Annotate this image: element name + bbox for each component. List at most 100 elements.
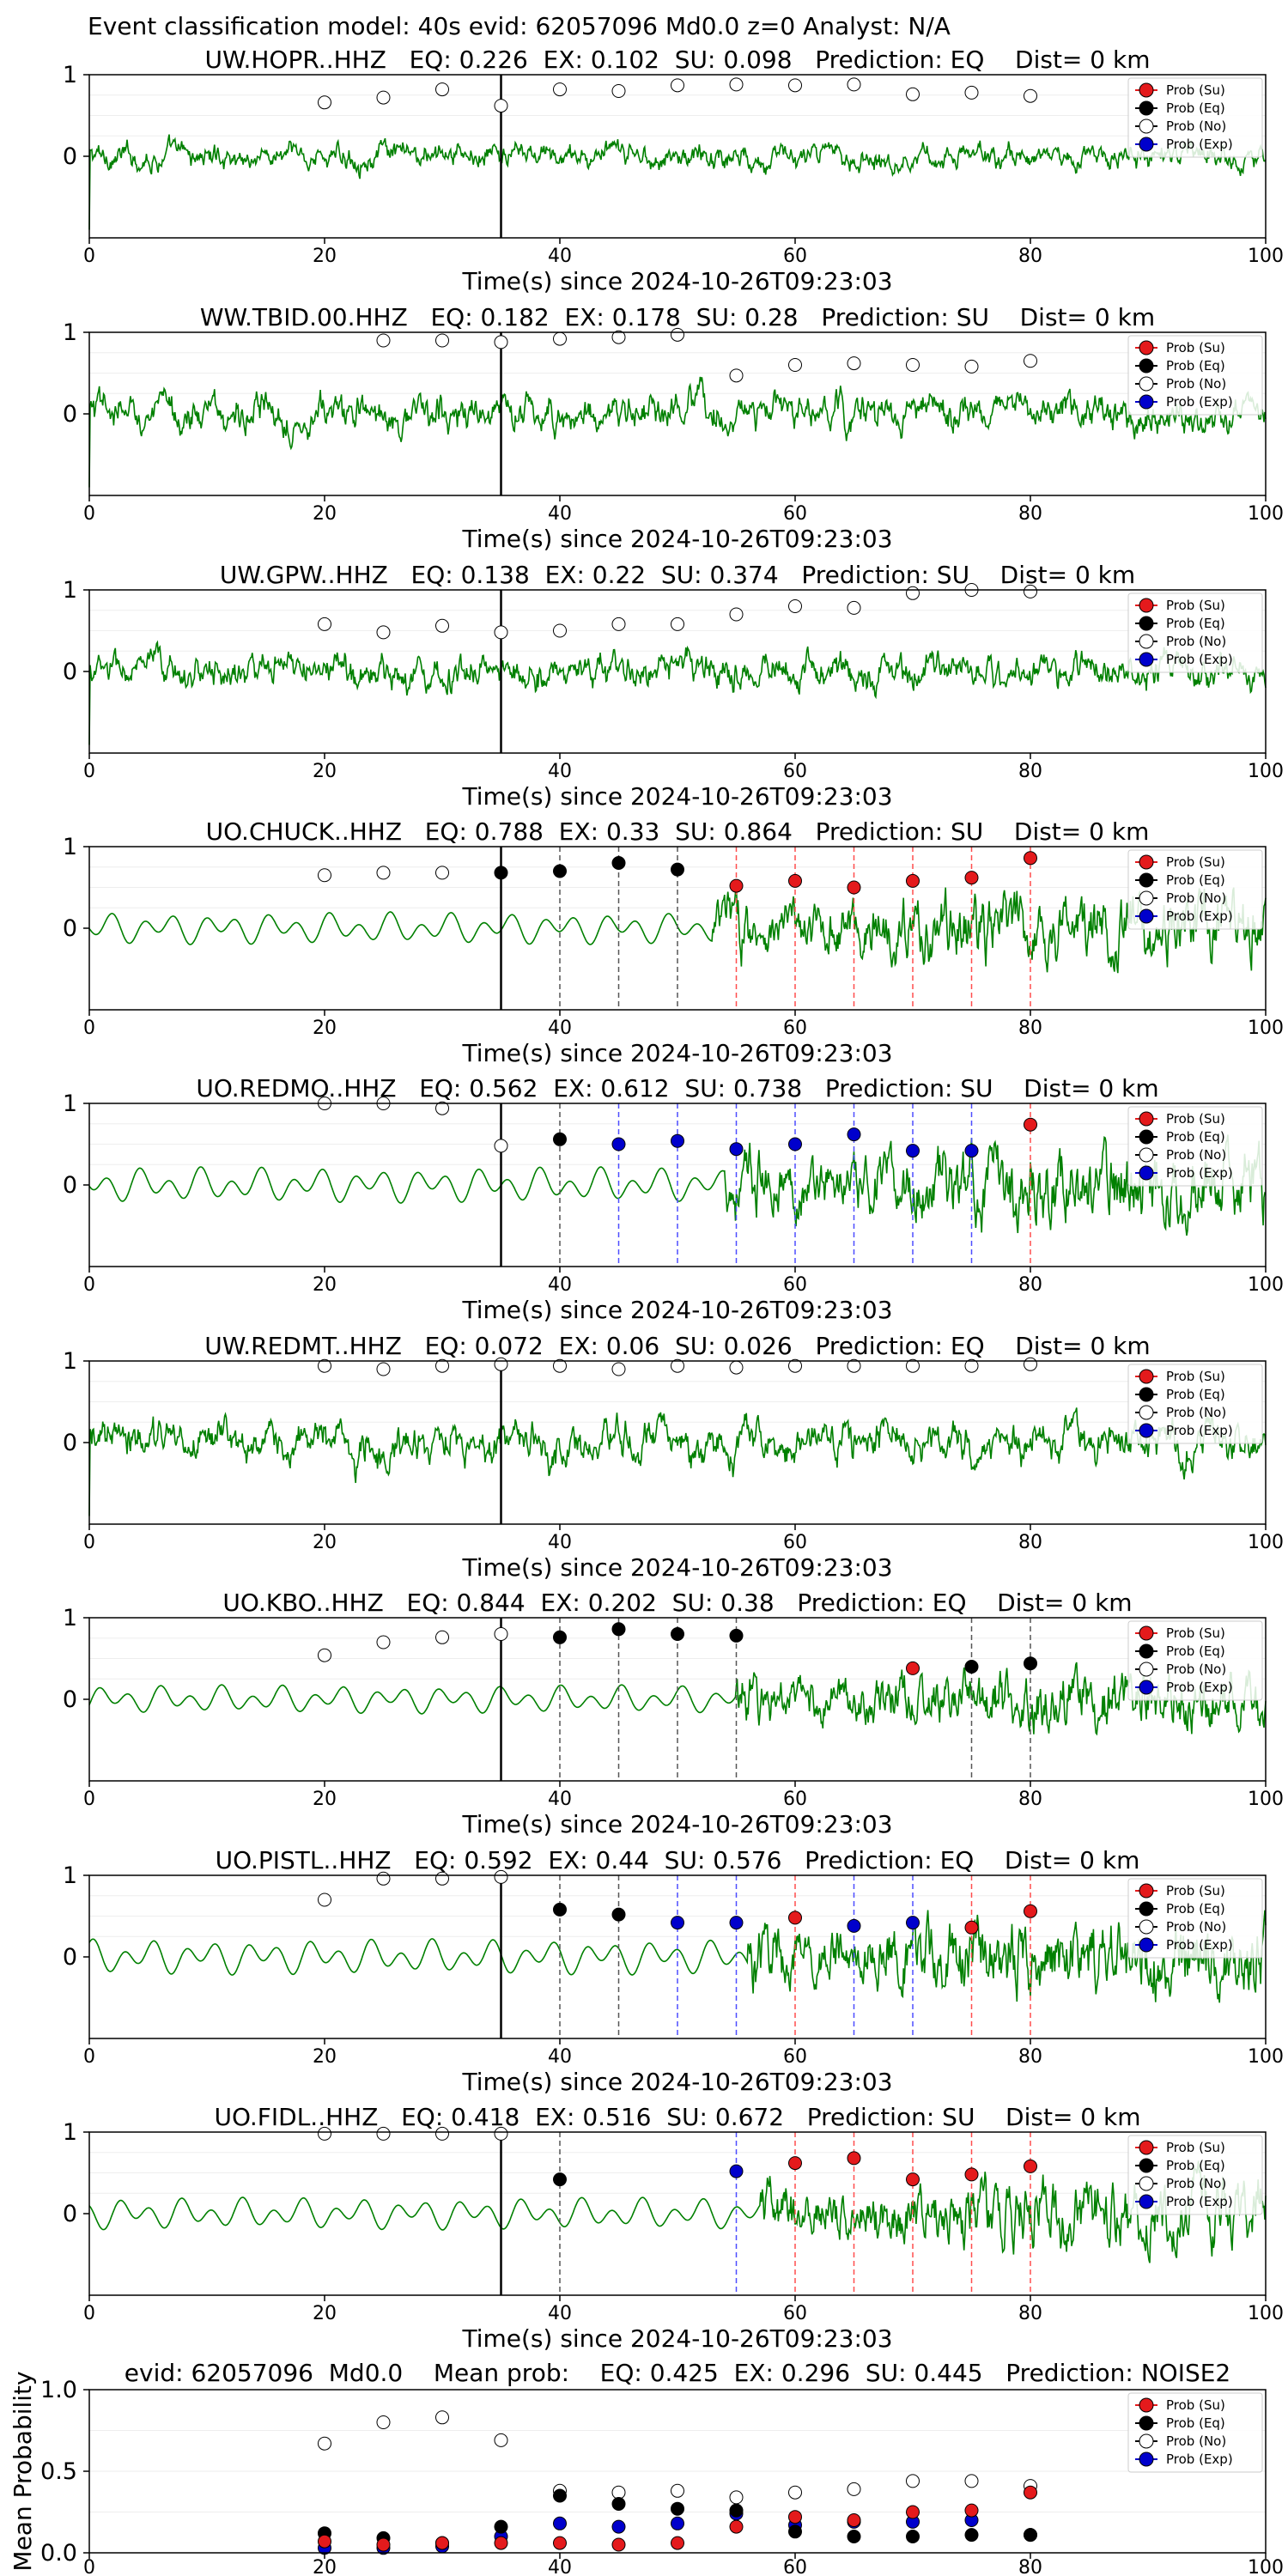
prob-point-no <box>376 1635 391 1649</box>
mean-prob-point-su <box>553 2536 567 2550</box>
prob-point-no <box>1024 88 1037 103</box>
panel-1-legend: Prob (Su) Prob (Eq) Prob (No) Prob (Exp) <box>1127 335 1263 416</box>
legend-marker-su <box>1139 598 1154 613</box>
prob-point-no <box>376 2126 391 2141</box>
prob-point-eq <box>553 2172 567 2187</box>
xtick-label: 60 <box>783 1789 807 1810</box>
ytick-label: 0 <box>63 1430 77 1456</box>
ytick-label: 1 <box>63 834 77 860</box>
ytick-label: 0 <box>63 143 77 170</box>
prob-point-su <box>906 873 920 888</box>
ytick-label: 0 <box>63 1172 77 1199</box>
xtick-label: 0 <box>83 2303 95 2324</box>
legend-marker-no <box>1139 2176 1154 2191</box>
mean-prob-point-no <box>435 2410 449 2425</box>
ytick-label: 0 <box>63 915 77 942</box>
xtick-label: 100 <box>1248 2303 1284 2324</box>
xtick-label: 100 <box>1248 503 1284 525</box>
prob-point-no <box>1024 354 1037 368</box>
xtick-label: 100 <box>1248 2557 1284 2576</box>
mean-prob-point-no <box>611 2485 626 2500</box>
legend-label-eq: Prob (Eq) <box>1166 100 1225 116</box>
prob-point-eq <box>494 866 508 880</box>
mean-prob-point-no <box>964 2474 979 2488</box>
legend-marker-no <box>1139 634 1154 649</box>
prob-point-exp <box>906 1916 920 1930</box>
panel-xlabel: Time(s) since 2024-10-26T09:23:03 <box>461 2068 892 2096</box>
mean-prob-point-eq <box>964 2528 979 2543</box>
summary-legend: Prob (Su) Prob (Eq) Prob (No) Prob (Exp) <box>1127 2392 1263 2473</box>
prob-point-no <box>964 1358 979 1373</box>
prob-point-no <box>435 82 449 97</box>
legend-marker-exp <box>1139 908 1154 924</box>
prob-point-no <box>318 1648 331 1662</box>
figure-suptitle: Event classification model: 40s evid: 62… <box>88 12 951 40</box>
prob-point-su <box>788 873 802 888</box>
ytick-label: 0.0 <box>40 2540 77 2567</box>
prob-point-no <box>611 330 626 344</box>
prob-point-no <box>906 358 920 372</box>
xtick-label: 60 <box>783 1018 807 1039</box>
prob-point-no <box>671 327 684 342</box>
prob-point-exp <box>964 1144 979 1158</box>
xtick-label: 60 <box>783 1532 807 1553</box>
ytick-label: 0 <box>63 1686 77 1713</box>
legend-marker-no <box>1139 1662 1154 1677</box>
legend-marker-su <box>1139 854 1154 870</box>
prob-point-no <box>318 1358 331 1373</box>
legend-marker-exp <box>1139 1165 1154 1181</box>
prob-point-no <box>376 625 391 640</box>
xtick-label: 40 <box>548 2303 572 2324</box>
prob-point-no <box>318 95 331 110</box>
prob-point-su <box>847 2151 861 2166</box>
mean-prob-point-su <box>788 2510 802 2524</box>
prob-point-no <box>847 1358 861 1373</box>
prob-point-su <box>964 2167 979 2182</box>
xtick-label: 60 <box>783 1274 807 1296</box>
prob-point-exp <box>729 2164 744 2178</box>
ytick-label: 0.5 <box>40 2458 77 2485</box>
legend-marker-exp <box>1139 2194 1154 2209</box>
mean-prob-point-eq <box>1024 2528 1037 2543</box>
ytick-label: 0 <box>63 659 77 685</box>
legend-label-eq: Prob (Eq) <box>1166 1901 1225 1917</box>
xtick-label: 80 <box>1018 1789 1042 1810</box>
mean-prob-point-eq <box>611 2497 626 2511</box>
xtick-label: 0 <box>83 761 95 782</box>
prob-point-eq <box>553 864 567 878</box>
mean-prob-point-eq <box>729 2503 744 2518</box>
ytick-label: 1.0 <box>40 2377 77 2403</box>
prob-point-su <box>964 1920 979 1935</box>
xtick-label: 80 <box>1018 1274 1042 1296</box>
prob-point-no <box>553 82 567 97</box>
mean-prob-point-no <box>906 2474 920 2488</box>
legend-frame <box>1127 335 1263 416</box>
legend-marker-eq <box>1139 1129 1154 1145</box>
panel-title: UO.KBO..HHZ EQ: 0.844 EX: 0.202 SU: 0.38… <box>222 1589 1132 1617</box>
prob-point-eq <box>553 1630 567 1644</box>
legend-marker-no <box>1139 2433 1154 2449</box>
xtick-label: 60 <box>783 503 807 525</box>
prob-point-no <box>376 90 391 105</box>
ytick-label: 1 <box>63 1862 77 1889</box>
mean-prob-point-exp <box>671 2516 684 2530</box>
prob-point-su <box>906 1661 920 1675</box>
panel-xlabel: Time(s) since 2024-10-26T09:23:03 <box>461 1039 892 1067</box>
prob-point-no <box>788 358 802 372</box>
legend-label-no: Prob (No) <box>1166 376 1226 392</box>
prob-point-no <box>788 1358 802 1373</box>
prob-point-eq <box>553 1132 567 1146</box>
legend-frame <box>1127 77 1263 158</box>
panel-title: UW.HOPR..HHZ EQ: 0.226 EX: 0.102 SU: 0.0… <box>205 46 1151 74</box>
legend-marker-no <box>1139 1919 1154 1935</box>
prob-point-no <box>318 868 331 883</box>
xtick-label: 100 <box>1248 761 1284 782</box>
xtick-label: 100 <box>1248 1532 1284 1553</box>
panel-xlabel: Time(s) since 2024-10-26T09:23:03 <box>461 1553 892 1582</box>
prob-point-no <box>435 866 449 880</box>
legend-label-no: Prob (No) <box>1166 1147 1226 1163</box>
